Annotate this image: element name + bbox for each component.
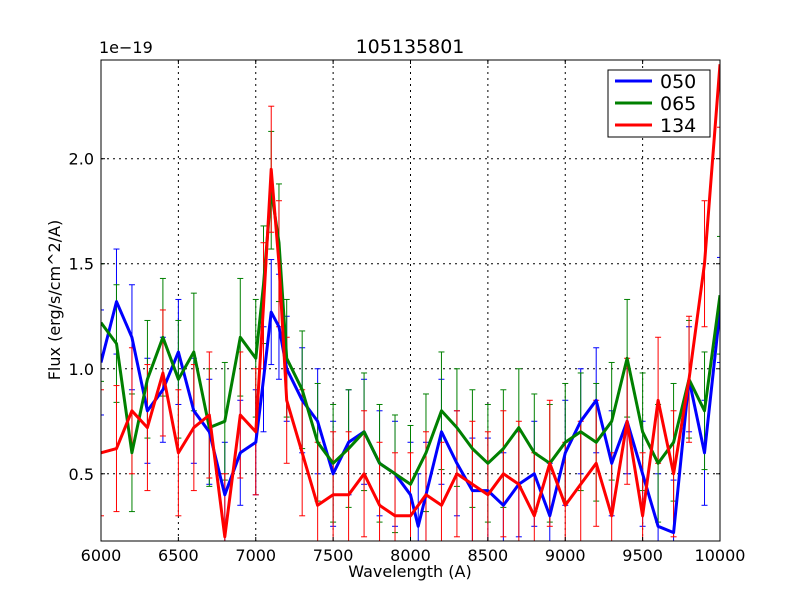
y-tick-label: 0.5 xyxy=(69,465,94,484)
x-tick-label: 10000 xyxy=(695,546,746,565)
legend-label-134: 134 xyxy=(660,115,696,137)
y-offset-label: 1e−19 xyxy=(99,38,153,57)
x-tick-label: 8000 xyxy=(390,546,431,565)
series-line-065 xyxy=(101,188,720,486)
x-axis-label: Wavelength (A) xyxy=(348,562,471,581)
legend-label-065: 065 xyxy=(660,93,696,115)
y-tick-labels: 0.5 1.0 1.5 2.0 xyxy=(69,150,94,484)
x-tick-labels: 6000 6500 7000 7500 8000 8500 9000 9500 10000 xyxy=(81,546,746,565)
x-tick-label: 9000 xyxy=(545,546,586,565)
y-axis-label: Flux (erg/s/cm^2/A) xyxy=(45,220,64,381)
x-tick-label: 7000 xyxy=(235,546,276,565)
x-tick-label: 8500 xyxy=(468,546,509,565)
x-tick-label: 6000 xyxy=(81,546,122,565)
y-tick-label: 1.0 xyxy=(69,360,94,379)
x-tick-label: 9500 xyxy=(622,546,663,565)
y-tick-label: 2.0 xyxy=(69,150,94,169)
legend: 050 065 134 xyxy=(607,69,711,138)
y-tick-label: 1.5 xyxy=(69,255,94,274)
series-layer xyxy=(101,64,720,539)
legend-label-050: 050 xyxy=(660,71,696,93)
series-line-134 xyxy=(101,64,720,539)
x-tick-label: 6500 xyxy=(158,546,199,565)
x-tick-label: 7500 xyxy=(313,546,354,565)
chart-title: 105135801 xyxy=(356,36,465,58)
tick-layer xyxy=(100,60,721,541)
